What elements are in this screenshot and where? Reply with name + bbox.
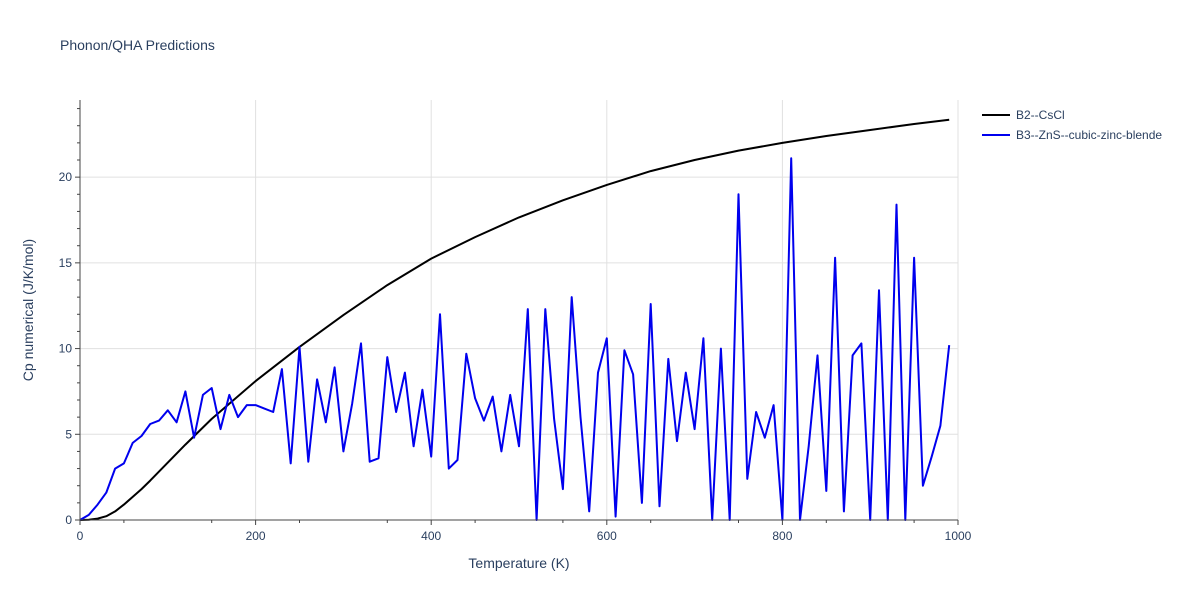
y-tick-label: 10 bbox=[59, 342, 73, 356]
series-line-b3-zns-cubic-zinc-blende bbox=[79, 157, 951, 521]
y-axis-title: Cp numerical (J/K/mol) bbox=[20, 239, 36, 381]
series-layer bbox=[79, 118, 951, 521]
x-tick-label: 600 bbox=[597, 529, 617, 543]
x-axis-title: Temperature (K) bbox=[468, 555, 569, 571]
x-tick-label: 800 bbox=[772, 529, 792, 543]
chart-title: Phonon/QHA Predictions bbox=[60, 37, 215, 53]
axes: 0 200 400 600 800 1000 0 5 10 15 20 bbox=[59, 100, 972, 543]
x-tick-label: 0 bbox=[77, 529, 84, 543]
x-tick-label: 400 bbox=[421, 529, 441, 543]
x-tick-label: 1000 bbox=[945, 529, 972, 543]
y-tick-label: 5 bbox=[65, 427, 72, 441]
legend-item-label: B3--ZnS--cubic-zinc-blende bbox=[1016, 128, 1162, 142]
y-tick-label: 15 bbox=[59, 256, 73, 270]
legend[interactable]: B2--CsCl B3--ZnS--cubic-zinc-blende bbox=[982, 108, 1162, 142]
y-tick-label: 0 bbox=[65, 513, 72, 527]
x-tick-label: 200 bbox=[246, 529, 266, 543]
legend-item-label: B2--CsCl bbox=[1016, 108, 1065, 122]
y-tick-label: 20 bbox=[59, 170, 73, 184]
grid bbox=[80, 100, 959, 520]
series-line-b2-cscl bbox=[79, 118, 950, 521]
